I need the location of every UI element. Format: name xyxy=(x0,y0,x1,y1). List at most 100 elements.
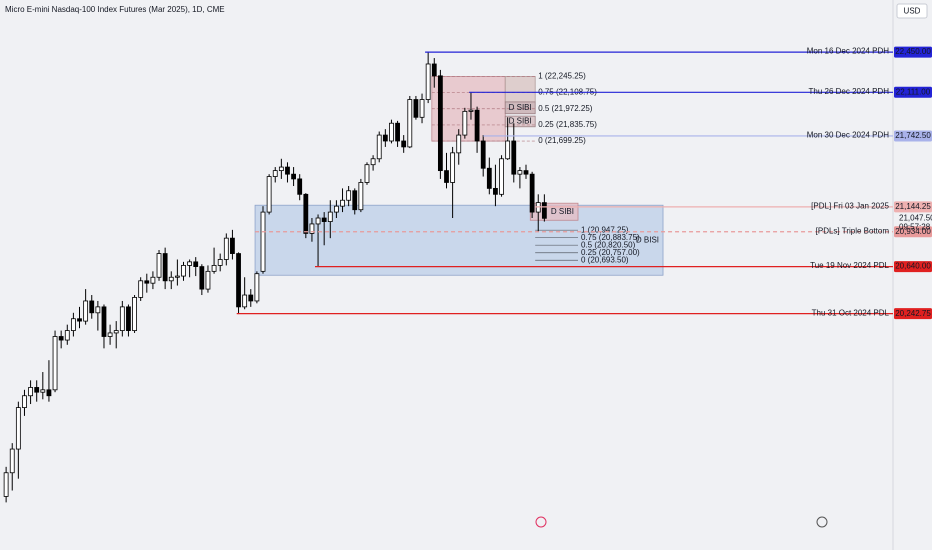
fib-label: 1 (20,947.25) xyxy=(581,225,629,234)
candle-body xyxy=(517,170,523,175)
candle-body xyxy=(523,170,529,175)
candle-body xyxy=(242,294,248,308)
fib-label: 0 (20,693.50) xyxy=(581,255,629,264)
candle-body xyxy=(138,280,144,298)
event-icon[interactable] xyxy=(816,516,828,528)
fib-label: 0 (21,699.25) xyxy=(538,136,586,145)
candle-body xyxy=(468,109,474,112)
candle-body xyxy=(511,140,517,175)
fib-label: 0.5 (21,972.25) xyxy=(538,104,593,113)
candle-body xyxy=(205,270,211,290)
candle-body xyxy=(486,167,492,189)
price-label: 20,934.00 xyxy=(895,227,931,236)
candle-body xyxy=(64,330,70,341)
candle-body xyxy=(83,300,89,322)
price-label-box xyxy=(894,226,932,238)
candle-body xyxy=(309,223,315,234)
candle-body xyxy=(52,336,58,391)
candle-body xyxy=(382,134,388,142)
candle-body xyxy=(199,266,205,290)
candle-body xyxy=(437,75,443,172)
annotations: D BISI D SIBI D SIBI D SIBI 1 (22,245.25) 0.7… xyxy=(236,47,893,317)
price-label: 20,640.00 xyxy=(895,262,931,271)
candle-body xyxy=(113,330,119,334)
currency-label[interactable]: USD xyxy=(904,7,921,16)
candle-body xyxy=(174,275,180,278)
price-label-box xyxy=(894,201,932,213)
candle-body xyxy=(266,176,272,213)
level-label: Tue 19 Nov 2024 PDL xyxy=(810,261,889,270)
candle-body xyxy=(291,173,296,180)
candle-body xyxy=(162,253,168,282)
candle-body xyxy=(144,280,150,284)
fib-label: 1 (22,245.25) xyxy=(538,72,586,81)
zones xyxy=(254,76,664,276)
candle-body xyxy=(285,166,290,175)
candle-body xyxy=(376,134,382,160)
candle-body xyxy=(58,336,64,341)
candle-body xyxy=(327,211,333,222)
candles xyxy=(3,52,547,503)
price-label-box xyxy=(894,86,932,98)
price-label: 21,742.50 xyxy=(895,131,931,140)
zone xyxy=(504,115,536,128)
candle-body xyxy=(395,122,400,142)
zone-label: D SIBI xyxy=(509,117,532,126)
zone xyxy=(504,101,536,115)
candle-body xyxy=(278,166,284,172)
candle-body xyxy=(230,237,235,254)
candle-body xyxy=(187,261,193,266)
candle-body xyxy=(254,273,260,302)
candle-body xyxy=(9,448,15,474)
candle-body xyxy=(28,387,33,397)
level-label: Thu 31 Oct 2024 PDL xyxy=(812,308,890,317)
candle-body xyxy=(401,140,407,148)
candle-body xyxy=(3,472,9,497)
candle-body xyxy=(119,306,125,331)
candle-body xyxy=(193,261,199,267)
level-label: [PDL] Fri 03 Jan 2025 xyxy=(811,201,889,210)
candle-body xyxy=(248,294,254,302)
candle-body xyxy=(364,164,370,183)
candle-body xyxy=(40,389,46,393)
candle-body xyxy=(126,306,131,331)
candle-body xyxy=(34,387,40,393)
candle-body xyxy=(272,170,278,177)
price-label: 22,450.00 xyxy=(895,47,931,56)
zone xyxy=(504,76,536,103)
candle-body xyxy=(77,318,82,322)
fib-label: 0.75 (20,883.75) xyxy=(581,233,640,242)
candle-body xyxy=(15,407,21,450)
candle-body xyxy=(217,259,223,266)
candle-body xyxy=(480,140,486,169)
event-icon[interactable] xyxy=(535,516,547,528)
currency-button[interactable] xyxy=(896,3,928,19)
candle-body xyxy=(150,276,156,284)
last-price: 21,047.50 xyxy=(899,213,932,222)
candle-body xyxy=(370,158,376,166)
candle-body xyxy=(181,265,186,277)
candle-body xyxy=(474,109,480,142)
candle-body xyxy=(340,199,345,207)
candle-body xyxy=(462,110,468,136)
chart-title: Micro E-mini Nasdaq-100 Index Futures (M… xyxy=(5,5,225,14)
countdown: 09:57:28 xyxy=(899,222,931,231)
zone xyxy=(254,204,664,276)
candle-body xyxy=(101,306,107,337)
candle-body xyxy=(315,217,321,225)
candle-body xyxy=(413,99,419,118)
fib-label: 0.5 (20,820.50) xyxy=(581,240,636,249)
candle-body xyxy=(493,187,498,195)
price-label-box xyxy=(894,46,932,58)
candle-body xyxy=(168,276,174,282)
candle-body xyxy=(358,182,364,211)
price-label-box xyxy=(894,308,932,320)
level-label: [PDLs] Triple Bottom xyxy=(816,226,890,235)
candle-body xyxy=(107,332,113,337)
level-label: Mon 16 Dec 2024 PDH xyxy=(807,47,889,56)
candle-body xyxy=(260,211,266,272)
candle-body xyxy=(46,389,52,397)
price-label: 21,144.25 xyxy=(895,202,931,211)
